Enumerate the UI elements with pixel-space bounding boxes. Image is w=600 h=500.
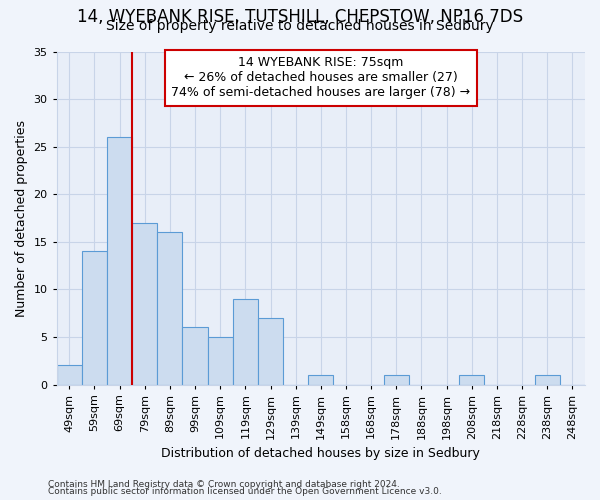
Bar <box>157 232 182 384</box>
Text: Contains HM Land Registry data © Crown copyright and database right 2024.: Contains HM Land Registry data © Crown c… <box>48 480 400 489</box>
Bar <box>182 328 208 384</box>
X-axis label: Distribution of detached houses by size in Sedbury: Distribution of detached houses by size … <box>161 447 480 460</box>
Y-axis label: Number of detached properties: Number of detached properties <box>15 120 28 316</box>
Bar <box>82 252 107 384</box>
Bar <box>233 299 258 384</box>
Bar <box>57 366 82 384</box>
Bar <box>384 375 409 384</box>
Text: Contains public sector information licensed under the Open Government Licence v3: Contains public sector information licen… <box>48 487 442 496</box>
Text: Size of property relative to detached houses in Sedbury: Size of property relative to detached ho… <box>106 19 494 33</box>
Bar <box>535 375 560 384</box>
Bar <box>107 137 132 384</box>
Bar <box>208 337 233 384</box>
Bar <box>459 375 484 384</box>
Text: 14, WYEBANK RISE, TUTSHILL, CHEPSTOW, NP16 7DS: 14, WYEBANK RISE, TUTSHILL, CHEPSTOW, NP… <box>77 8 523 26</box>
Bar <box>258 318 283 384</box>
Text: 14 WYEBANK RISE: 75sqm
← 26% of detached houses are smaller (27)
74% of semi-det: 14 WYEBANK RISE: 75sqm ← 26% of detached… <box>171 56 470 100</box>
Bar <box>132 223 157 384</box>
Bar <box>308 375 334 384</box>
